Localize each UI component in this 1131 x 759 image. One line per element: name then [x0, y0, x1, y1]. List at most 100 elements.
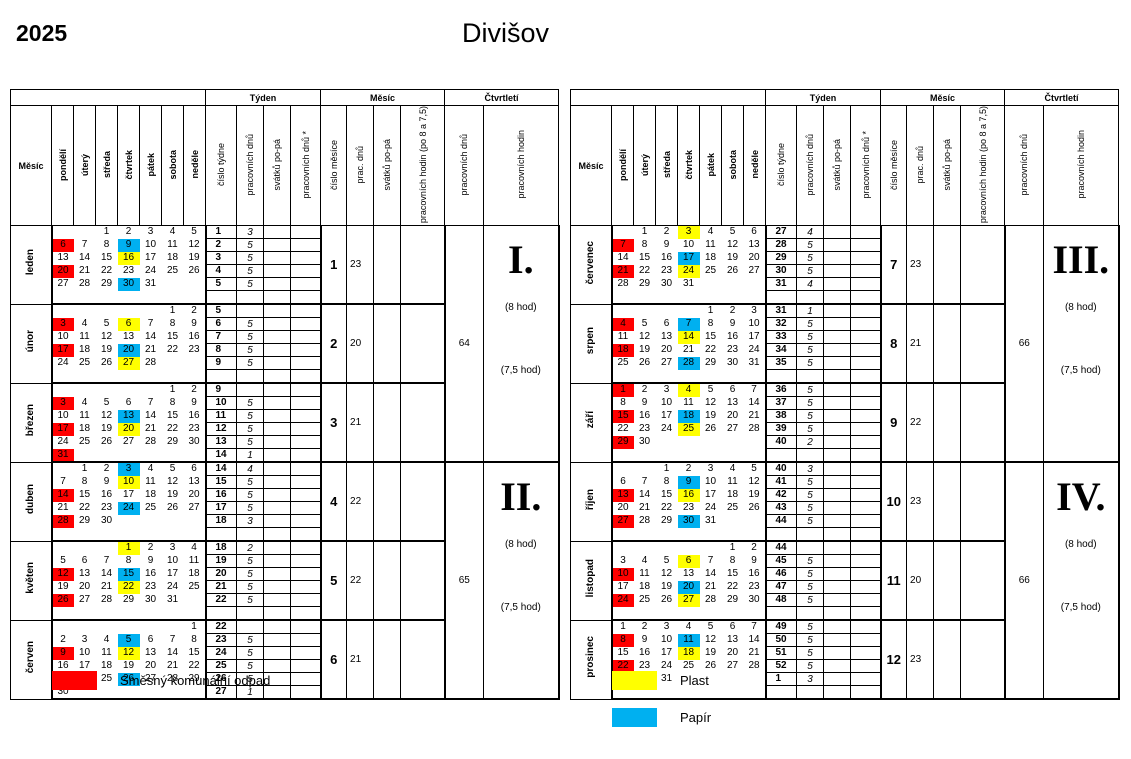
day-cell: [655, 685, 678, 701]
day-cell: 23: [100, 502, 113, 514]
day-cell: 9: [663, 239, 670, 251]
header-day-1: úterý: [79, 153, 90, 176]
week-workdays-star: [849, 225, 881, 240]
week-holidays: [263, 620, 291, 635]
month-holidays: [933, 620, 962, 701]
day-cell: 31: [144, 278, 157, 290]
day-cell: 25: [100, 673, 113, 685]
day-cell: 10: [78, 647, 91, 659]
week-number: 51: [764, 646, 797, 661]
week-holidays: [823, 646, 851, 661]
week-number: 27: [764, 225, 797, 240]
day-cell: 23: [682, 502, 695, 514]
legend-label-mixed-waste: Směsný komunální odpad: [120, 673, 271, 688]
month-hours: [400, 462, 446, 543]
day-cell: 19: [100, 344, 113, 356]
week-workdays-star: [289, 462, 321, 477]
day-cell: 21: [704, 581, 717, 593]
day-cell: 4: [641, 555, 648, 567]
week-workdays-star: [289, 659, 321, 674]
day-cell: [96, 620, 118, 634]
day-cell: 10: [144, 239, 157, 251]
header-month-hours: pracovních hodin (po 8 a 7,5): [977, 106, 988, 224]
day-cell: 6: [117, 317, 140, 331]
day-cell: [139, 685, 162, 701]
week-workdays: 5: [796, 409, 824, 424]
week-workdays-star: [289, 580, 321, 595]
header-month-holidays: svátků po-pá: [942, 138, 953, 191]
week-number: 25: [204, 659, 237, 674]
day-cell: 1: [729, 542, 736, 554]
week-number: 4: [204, 264, 237, 279]
day-cell: [52, 620, 74, 634]
calendar-table-first-half: Týden Měsíc Čtvrtletí Měsíc pondělí úterý stře…: [10, 89, 560, 701]
week-workdays: 5: [236, 475, 264, 490]
day-cell: 24: [611, 593, 634, 607]
month-hours: [400, 383, 446, 464]
day-cell: [656, 304, 678, 318]
month-name-10: říjen: [570, 461, 613, 542]
week-workdays: [236, 527, 264, 543]
day-cell: 17: [122, 489, 135, 501]
day-cell: 7: [751, 384, 757, 396]
month-name-label: únor: [24, 329, 36, 353]
week-workdays: 5: [236, 317, 264, 332]
week-workdays: 5: [236, 356, 264, 371]
week-holidays: [823, 501, 851, 516]
day-cell: [612, 304, 634, 318]
header-spacer: [570, 89, 766, 106]
week-number: 49: [764, 620, 797, 635]
day-cell: 16: [188, 410, 200, 422]
week-holidays: [823, 488, 851, 503]
month-name-label: říjen: [584, 488, 596, 510]
day-cell: 5: [707, 621, 714, 633]
week-row: 24 25 26 27 28 29 30 13 5: [11, 435, 559, 450]
week-holidays: [823, 620, 851, 635]
month-hours: [400, 541, 446, 622]
day-cell: 2: [641, 621, 648, 633]
week-holidays: [823, 541, 851, 556]
day-cell: 2: [685, 463, 692, 475]
day-cell: 27: [57, 278, 69, 290]
week-workdays-star: [289, 330, 321, 345]
week-number: [764, 290, 797, 306]
day-cell: [183, 448, 206, 464]
header-month-workdays: prac. dnů: [355, 145, 366, 184]
day-cell: [612, 462, 634, 476]
day-cell: 27: [660, 357, 673, 369]
quarter-hours: IV. (8 hod) (7,5 hod): [1043, 462, 1120, 701]
week-number: 31: [764, 304, 797, 319]
week-row: 28 29 30 31 31 4: [571, 277, 1119, 292]
week-workdays: [796, 541, 824, 556]
week-workdays-star: [289, 593, 321, 608]
day-cell: [139, 290, 162, 306]
week-number: 48: [764, 593, 797, 608]
week-workdays: [236, 606, 264, 622]
week-row: 26 27 28 29 30 31 22 5: [11, 593, 559, 608]
week-workdays: 5: [236, 646, 264, 661]
day-cell: 2: [191, 384, 197, 396]
day-cell: 5: [117, 633, 140, 647]
day-cell: 19: [100, 423, 113, 435]
week-workdays-star: [289, 238, 321, 253]
week-workdays: 5: [236, 672, 264, 687]
day-cell: 28: [100, 594, 113, 606]
month-number: 3: [319, 383, 348, 464]
day-cell: 1: [641, 226, 648, 238]
week-workdays: 2: [236, 541, 264, 556]
week-workdays: 3: [236, 225, 264, 240]
week-row: 10 11 12 13 14 15 16 11 5: [11, 409, 559, 424]
header-day-2: středa: [101, 151, 112, 179]
week-workdays-star: [849, 317, 881, 332]
week-row: 17 18 19 20 21 22 23 47 5: [571, 580, 1119, 595]
week-workdays: 5: [236, 488, 264, 503]
week-holidays: [823, 277, 851, 292]
week-holidays: [263, 593, 291, 608]
day-cell: 3: [663, 384, 670, 396]
week-workdays-star: [289, 527, 321, 543]
day-cell: [183, 606, 206, 622]
day-cell: 14: [166, 647, 179, 659]
header-day-6: neděle: [749, 150, 760, 179]
day-cell: 30: [188, 436, 200, 448]
week-workdays: 3: [796, 462, 824, 477]
